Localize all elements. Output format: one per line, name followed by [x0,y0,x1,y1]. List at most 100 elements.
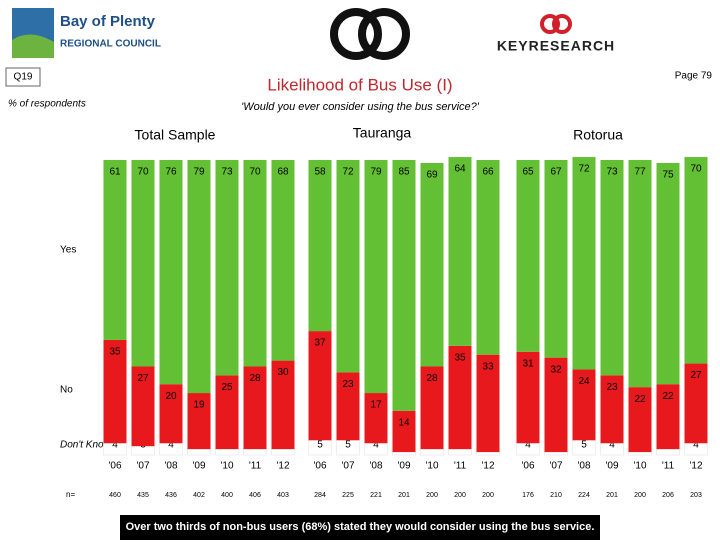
value-label: 66 [482,167,494,178]
value-label: 64 [454,164,466,175]
value-label: 5 [345,440,351,451]
bar-segment [187,448,211,456]
bar-segment [628,451,652,456]
bar-segment [544,451,568,456]
bar-segment [684,157,708,364]
page-number: Page 79 [675,71,713,82]
n-value: 200 [482,492,494,499]
value-label: 69 [426,170,438,181]
x-tick-label: '07 [549,461,562,472]
value-label: 68 [277,167,289,178]
bar-segment [628,387,652,453]
value-label: 35 [454,352,466,363]
value-label: 79 [370,167,382,178]
bar-segment [628,160,652,388]
bar-segment [516,351,540,444]
center-logo [330,8,410,60]
value-label: 23 [606,382,618,393]
value-label: 79 [193,167,205,178]
n-value: 221 [370,492,382,499]
bar-segment [271,160,295,361]
ring [540,14,560,34]
value-label: 4 [525,440,531,451]
bar-segment [448,345,472,450]
legend-label: Yes [60,245,76,256]
value-label: 37 [314,338,326,349]
ring [330,8,382,60]
logo-subtext: REGIONAL COUNCIL [60,39,161,50]
bar-segment [159,160,183,385]
value-label: 35 [109,347,121,358]
value-label: 31 [522,358,534,369]
unit-label: % of respondents [8,99,86,110]
value-label: 4 [609,440,615,451]
bar-segment [544,357,568,453]
n-value: 435 [137,492,149,499]
n-value: 400 [221,492,233,499]
x-tick-label: '09 [397,461,410,472]
bar-segment [476,451,500,456]
x-tick-label: '09 [192,461,205,472]
bar-segment [103,160,127,340]
value-label: 17 [370,400,382,411]
x-tick-label: '06 [108,461,121,472]
question: Q19 [14,72,33,83]
bar-segment [392,410,416,453]
x-tick-label: '12 [689,461,702,472]
value-label: 33 [482,361,494,372]
panel-title: Tauranga [353,125,412,141]
value-label: 4 [112,440,118,451]
value-label: 25 [221,382,233,393]
x-tick-label: '10 [220,461,233,472]
bar-segment [572,157,596,370]
value-label: 73 [606,167,618,178]
n-value: 224 [578,492,590,499]
x-tick-label: '07 [341,461,354,472]
value-label: 72 [578,164,590,175]
value-label: 4 [693,440,699,451]
x-tick-label: '12 [276,461,289,472]
x-tick-label: '06 [521,461,534,472]
bar-segment [243,160,267,367]
n-label: n= [66,490,75,499]
n-value: 225 [342,492,354,499]
footer-bar [120,515,600,540]
value-label: 5 [581,440,587,451]
footer: Over two thirds of non-bus users (68%) s… [126,521,595,533]
bar-segment [336,372,360,441]
subtitle: 'Would you ever consider using the bus s… [241,101,480,113]
bar-segment [656,384,680,450]
x-tick-label: '08 [369,461,382,472]
value-label: 4 [168,440,174,451]
n-value: 210 [550,492,562,499]
bar-segment [656,162,680,385]
value-label: 70 [137,167,149,178]
bar-segment [516,160,540,352]
x-tick-label: '08 [577,461,590,472]
legend-label: No [60,385,73,396]
value-label: 22 [662,391,674,402]
value-label: 75 [662,170,674,181]
bar-segment [215,160,239,376]
value-label: 14 [398,417,410,428]
bar-segment [684,363,708,444]
value-label: 4 [373,440,379,451]
bar-segment [308,160,332,332]
n-value: 200 [426,492,438,499]
bar-segment [448,157,472,346]
value-label: 27 [137,373,149,384]
value-label: 61 [109,167,121,178]
bar-segment [600,375,624,444]
bar-segment [131,366,155,447]
x-tick-label: '10 [633,461,646,472]
bar-segment [600,160,624,376]
question-box [5,67,41,87]
bar-segment [392,160,416,411]
value-label: 23 [342,379,354,390]
bar-segment [215,375,239,450]
bar-segment [336,160,360,373]
value-label: 24 [578,376,590,387]
n-value: 203 [690,492,702,499]
value-label: 32 [550,364,562,375]
n-value: 406 [249,492,261,499]
